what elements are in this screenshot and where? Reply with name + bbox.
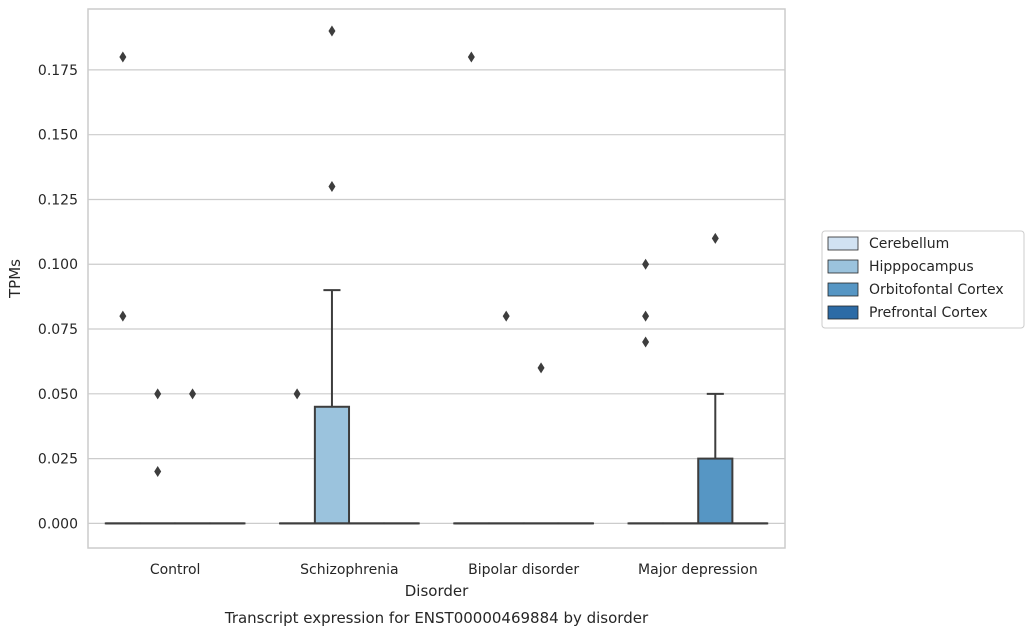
outlier-point <box>119 51 127 63</box>
outlier-point <box>189 388 197 400</box>
plot-frame <box>87 8 786 549</box>
box-body <box>697 457 734 525</box>
outlier-point <box>502 310 510 322</box>
x-tick-label: Bipolar disorder <box>468 562 579 578</box>
legend-label: Orbitofontal Cortex <box>869 282 1004 298</box>
y-tick-label: 0.175 <box>38 63 78 79</box>
chart-caption: Transcript expression for ENST0000046988… <box>224 609 649 627</box>
legend-swatch <box>827 282 859 297</box>
legend-swatch <box>827 236 859 251</box>
x-tick-label: Schizophrenia <box>300 562 398 578</box>
y-tick-label: 0.100 <box>38 257 78 273</box>
y-tick-label: 0.050 <box>38 387 78 403</box>
y-tick-labels: 0.000 0.025 0.050 0.075 0.100 0.125 0.150 0.175 <box>38 63 78 532</box>
outlier-point <box>154 388 162 400</box>
outlier-point <box>328 25 336 37</box>
x-tick-label: Control <box>150 562 201 578</box>
x-tick-label: Major depression <box>638 562 758 578</box>
legend-label: Cerebellum <box>869 236 949 252</box>
legend-label: Prefrontal Cortex <box>869 305 988 321</box>
box-group <box>488 310 525 525</box>
box-group <box>139 388 176 525</box>
box-group <box>453 51 490 525</box>
box-group <box>522 362 560 525</box>
box-group <box>697 232 734 525</box>
legend-label: Hipppocampus <box>869 259 974 275</box>
y-tick-label: 0.075 <box>38 322 78 338</box>
y-tick-label: 0.000 <box>38 516 78 532</box>
outlier-point <box>467 51 475 63</box>
outlier-point <box>711 232 719 244</box>
legend-frame <box>821 230 1025 329</box>
x-axis-label: Disorder <box>405 582 469 600</box>
outlier-point <box>154 466 162 478</box>
y-tick-label: 0.125 <box>38 192 78 208</box>
box-group <box>313 25 351 525</box>
gridlines <box>88 69 785 524</box>
y-tick-label: 0.025 <box>38 452 78 468</box>
outlier-point <box>119 310 127 322</box>
box-body <box>313 405 351 525</box>
y-tick-label: 0.150 <box>38 128 78 144</box>
outlier-point <box>642 258 650 270</box>
legend-swatch <box>827 305 859 320</box>
box-group <box>627 258 664 525</box>
x-tick-labels: Control Schizophrenia Bipolar disorder Majo… <box>150 562 758 578</box>
outlier-point <box>293 388 301 400</box>
legend: Cerebellum Hipppocampus Orbitofontal Corte… <box>821 230 1025 329</box>
outlier-point <box>642 336 650 348</box>
outlier-point <box>328 181 336 193</box>
box-group <box>279 388 316 525</box>
outlier-point <box>537 362 545 374</box>
outlier-point <box>642 310 650 322</box>
y-axis-label: TPMs <box>6 259 24 299</box>
box-group <box>104 51 141 525</box>
boxplots <box>104 25 769 525</box>
legend-swatch <box>827 259 859 274</box>
box-group <box>174 388 211 525</box>
